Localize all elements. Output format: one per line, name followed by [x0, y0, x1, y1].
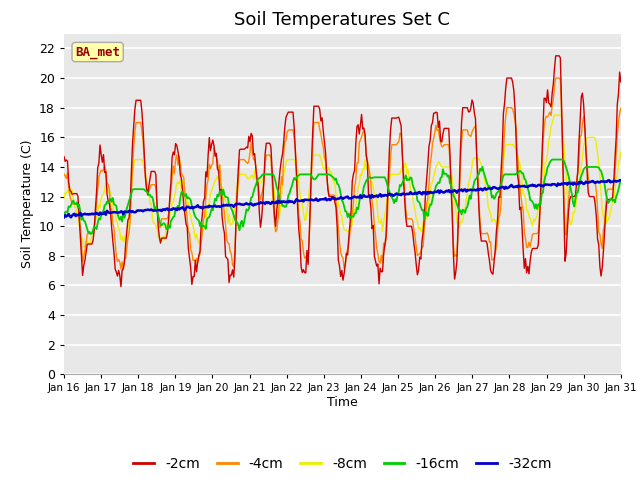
Bar — [64, 48, 621, 78]
Bar — [64, 315, 621, 345]
Bar — [64, 167, 621, 197]
Text: BA_met: BA_met — [75, 46, 120, 59]
Y-axis label: Soil Temperature (C): Soil Temperature (C) — [20, 140, 33, 268]
Legend: -2cm, -4cm, -8cm, -16cm, -32cm: -2cm, -4cm, -8cm, -16cm, -32cm — [128, 451, 557, 477]
Bar — [64, 108, 621, 137]
X-axis label: Time: Time — [327, 396, 358, 409]
Bar — [64, 78, 621, 108]
Bar — [64, 256, 621, 286]
Title: Soil Temperatures Set C: Soil Temperatures Set C — [234, 11, 451, 29]
Bar — [64, 197, 621, 226]
Bar — [64, 226, 621, 256]
Bar — [64, 345, 621, 374]
Bar — [64, 137, 621, 167]
Bar — [64, 286, 621, 315]
